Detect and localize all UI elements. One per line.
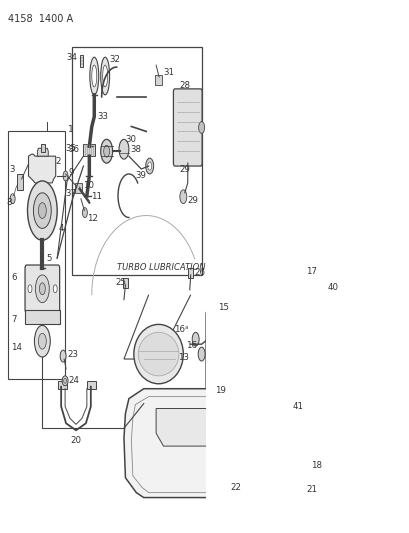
Text: 28: 28	[180, 82, 190, 91]
Text: 16: 16	[185, 341, 196, 350]
Circle shape	[192, 332, 199, 346]
Circle shape	[180, 190, 187, 204]
Text: 7: 7	[11, 315, 17, 324]
Text: 40: 40	[326, 283, 337, 292]
Text: 34: 34	[66, 53, 77, 62]
Bar	[25, 310, 60, 325]
Text: 20: 20	[70, 435, 81, 445]
Text: 12: 12	[87, 214, 98, 223]
Circle shape	[38, 333, 46, 349]
Bar	[75, 183, 82, 193]
Circle shape	[82, 208, 87, 217]
Circle shape	[53, 285, 57, 293]
Polygon shape	[37, 148, 48, 156]
Bar	[8, 132, 65, 379]
Text: 39: 39	[135, 172, 146, 181]
Ellipse shape	[63, 378, 66, 383]
Text: 3: 3	[10, 165, 15, 174]
Circle shape	[39, 283, 45, 295]
Circle shape	[147, 162, 151, 170]
Bar	[41, 144, 45, 152]
Bar	[87, 381, 96, 389]
Text: 29: 29	[187, 196, 198, 205]
Circle shape	[34, 193, 51, 229]
Bar	[298, 463, 308, 477]
Text: 4: 4	[58, 224, 63, 233]
Circle shape	[38, 203, 46, 219]
Polygon shape	[124, 389, 292, 498]
Circle shape	[298, 477, 307, 495]
Text: 8: 8	[7, 198, 12, 207]
Polygon shape	[80, 55, 83, 67]
Polygon shape	[156, 408, 218, 446]
Text: 31: 31	[163, 68, 174, 77]
Text: 23: 23	[67, 350, 78, 359]
Circle shape	[285, 442, 291, 454]
Text: 9: 9	[68, 168, 74, 177]
Circle shape	[27, 181, 57, 240]
Bar	[123, 278, 128, 288]
Ellipse shape	[209, 498, 219, 508]
Circle shape	[198, 347, 204, 361]
Text: 38: 38	[130, 145, 141, 154]
Ellipse shape	[133, 325, 183, 384]
Circle shape	[119, 139, 128, 159]
Text: 22: 22	[230, 483, 241, 492]
Text: 41: 41	[292, 402, 303, 411]
Circle shape	[60, 350, 66, 362]
Text: 6: 6	[11, 273, 17, 282]
FancyBboxPatch shape	[173, 89, 202, 166]
Polygon shape	[29, 154, 56, 183]
Bar	[58, 381, 67, 389]
Text: 2: 2	[55, 157, 61, 166]
Text: 1: 1	[68, 125, 74, 134]
Circle shape	[145, 158, 153, 174]
Text: 37: 37	[65, 189, 76, 198]
Bar	[17, 174, 22, 190]
Bar	[72, 47, 201, 275]
Text: 24: 24	[68, 376, 79, 385]
Circle shape	[101, 139, 112, 163]
Circle shape	[35, 275, 49, 303]
Ellipse shape	[101, 57, 109, 95]
Text: 30: 30	[125, 135, 136, 144]
Ellipse shape	[90, 57, 99, 95]
Bar	[155, 75, 162, 85]
Ellipse shape	[102, 65, 108, 87]
Ellipse shape	[62, 376, 68, 386]
FancyBboxPatch shape	[25, 265, 60, 312]
FancyBboxPatch shape	[206, 311, 237, 390]
Circle shape	[34, 325, 50, 357]
Text: 29: 29	[178, 165, 189, 174]
Bar	[285, 402, 291, 430]
Text: 11: 11	[91, 192, 101, 201]
Text: 15: 15	[218, 303, 229, 312]
Text: 21: 21	[306, 485, 317, 494]
Text: 17: 17	[306, 268, 317, 277]
Text: 4158  1400 A: 4158 1400 A	[8, 14, 73, 23]
Circle shape	[10, 194, 15, 204]
Text: 32: 32	[109, 55, 120, 63]
Ellipse shape	[92, 65, 97, 87]
Text: 19: 19	[215, 386, 226, 395]
Text: TURBO LUBRICATION: TURBO LUBRICATION	[116, 263, 204, 272]
Circle shape	[103, 146, 109, 157]
Text: 10: 10	[83, 181, 94, 190]
Circle shape	[198, 122, 204, 133]
Text: 26: 26	[194, 269, 205, 278]
Text: 16ᵃ: 16ᵃ	[174, 325, 188, 334]
Ellipse shape	[138, 332, 178, 376]
Bar	[187, 268, 192, 278]
Bar	[83, 144, 95, 156]
Text: 25: 25	[115, 278, 126, 287]
Text: 35: 35	[65, 144, 76, 153]
Text: 13: 13	[178, 352, 189, 361]
Text: 33: 33	[97, 112, 108, 121]
Text: 14: 14	[11, 343, 22, 352]
Text: 18: 18	[311, 462, 321, 471]
Circle shape	[63, 171, 68, 181]
Text: 5: 5	[46, 254, 52, 263]
Text: 36: 36	[68, 145, 79, 154]
Circle shape	[28, 285, 32, 293]
